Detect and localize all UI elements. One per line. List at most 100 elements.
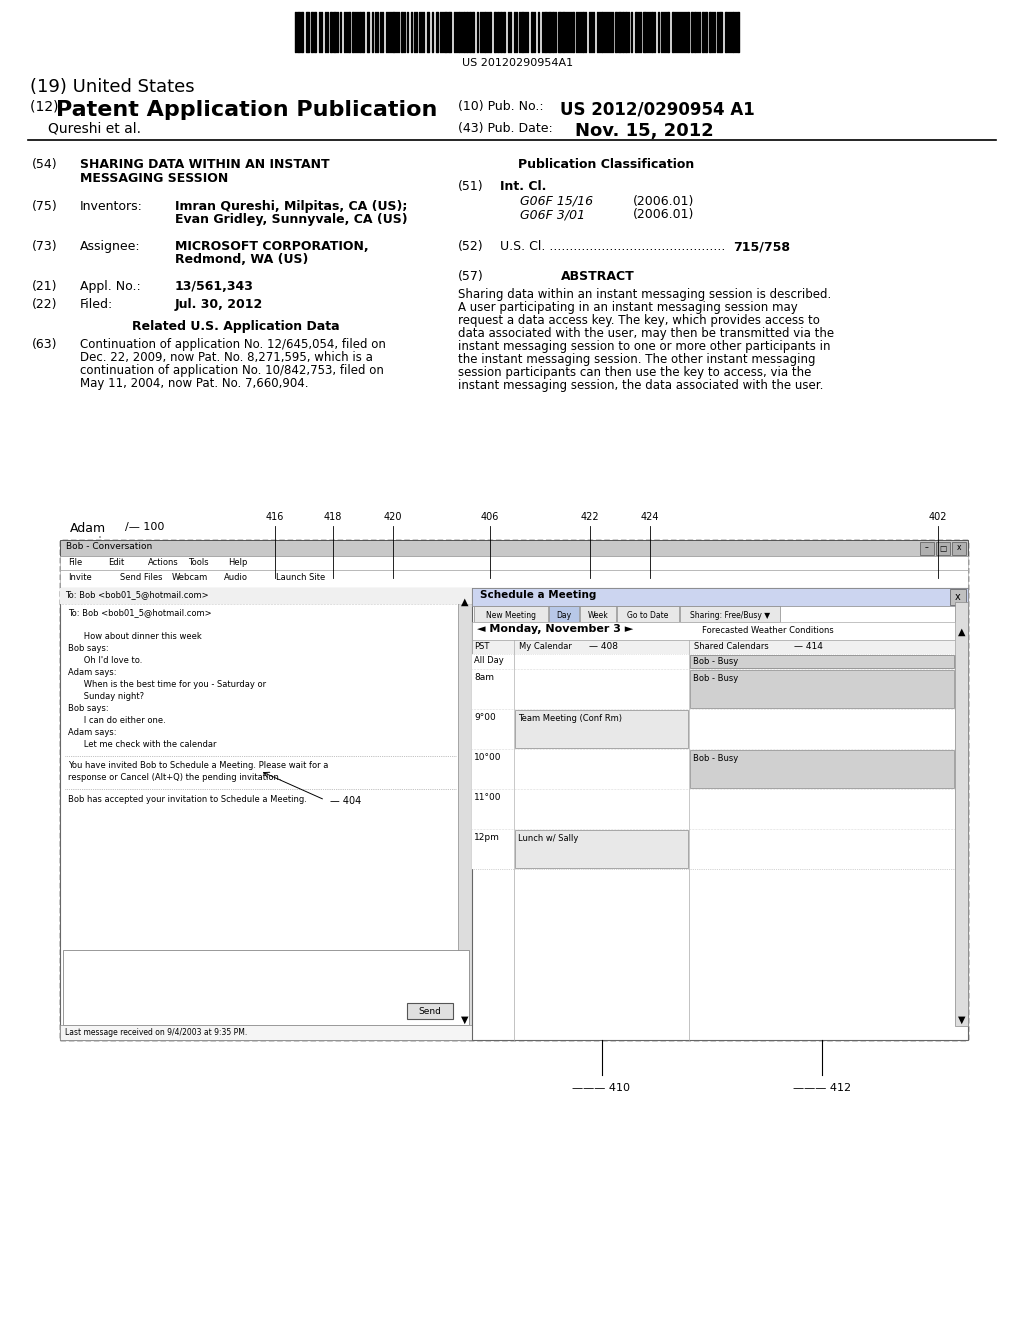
Text: Week: Week xyxy=(588,610,608,619)
Text: (51): (51) xyxy=(458,180,483,193)
Text: (2006.01): (2006.01) xyxy=(633,195,694,209)
Text: Oh I'd love to.: Oh I'd love to. xyxy=(68,656,142,665)
Text: 424: 424 xyxy=(641,512,659,521)
Bar xyxy=(472,587,968,606)
Text: Publication Classification: Publication Classification xyxy=(518,158,694,172)
Bar xyxy=(474,606,548,622)
Bar xyxy=(936,543,950,554)
Text: MESSAGING SESSION: MESSAGING SESSION xyxy=(80,172,228,185)
Text: (54): (54) xyxy=(32,158,57,172)
Bar xyxy=(472,653,955,669)
Text: Inventors:: Inventors: xyxy=(80,201,143,213)
Text: — 404: — 404 xyxy=(330,796,361,807)
Text: ▲: ▲ xyxy=(461,597,469,607)
Text: Bob - Busy: Bob - Busy xyxy=(693,657,738,667)
Text: –: – xyxy=(925,544,929,553)
Text: (63): (63) xyxy=(32,338,57,351)
Text: 8am: 8am xyxy=(474,673,494,682)
Bar xyxy=(472,829,955,869)
Text: Patent Application Publication: Patent Application Publication xyxy=(56,100,437,120)
Text: When is the best time for you - Saturday or: When is the best time for you - Saturday… xyxy=(68,680,266,689)
Text: data associated with the user, may then be transmitted via the: data associated with the user, may then … xyxy=(458,327,835,341)
Text: Adam: Adam xyxy=(70,521,106,535)
Bar xyxy=(472,669,955,709)
Text: x: x xyxy=(955,591,961,602)
Text: Audio: Audio xyxy=(224,573,248,582)
Text: ——— 410: ——— 410 xyxy=(572,1082,631,1093)
Text: Forecasted Weather Conditions: Forecasted Weather Conditions xyxy=(702,626,834,635)
Text: PST: PST xyxy=(474,642,489,651)
Bar xyxy=(690,750,954,788)
Text: Shared Calendars: Shared Calendars xyxy=(694,642,769,651)
Text: Int. Cl.: Int. Cl. xyxy=(500,180,547,193)
Text: Schedule a Meeting: Schedule a Meeting xyxy=(480,590,596,601)
Text: Adam says:: Adam says: xyxy=(68,729,117,737)
Text: (75): (75) xyxy=(32,201,57,213)
Text: (2006.01): (2006.01) xyxy=(633,209,694,220)
Text: Evan Gridley, Sunnyvale, CA (US): Evan Gridley, Sunnyvale, CA (US) xyxy=(175,213,408,226)
Text: 420: 420 xyxy=(384,512,402,521)
Bar xyxy=(952,543,966,554)
Text: 406: 406 xyxy=(481,512,499,521)
Text: To: Bob <bob01_5@hotmail.com>: To: Bob <bob01_5@hotmail.com> xyxy=(68,609,212,616)
Text: Tools: Tools xyxy=(188,558,209,568)
Bar xyxy=(472,622,955,640)
Text: Sharing: Free/Busy ▼: Sharing: Free/Busy ▼ xyxy=(690,610,770,619)
Bar xyxy=(690,655,954,668)
Text: Sunday night?: Sunday night? xyxy=(68,692,144,701)
Text: Go to Date: Go to Date xyxy=(628,610,669,619)
Text: Bob - Conversation: Bob - Conversation xyxy=(66,543,153,550)
Text: 402: 402 xyxy=(929,512,947,521)
Text: ABSTRACT: ABSTRACT xyxy=(561,271,635,282)
Bar xyxy=(515,830,688,869)
Bar xyxy=(60,1026,472,1040)
Bar xyxy=(472,709,955,748)
Text: G06F 15/16: G06F 15/16 xyxy=(520,195,593,209)
Bar xyxy=(920,543,934,554)
Text: Send: Send xyxy=(419,1007,441,1016)
Text: the instant messaging session. The other instant messaging: the instant messaging session. The other… xyxy=(458,352,815,366)
Text: Launch Site: Launch Site xyxy=(276,573,326,582)
Text: Qureshi et al.: Qureshi et al. xyxy=(48,121,141,136)
Bar xyxy=(515,710,688,748)
Text: SHARING DATA WITHIN AN INSTANT: SHARING DATA WITHIN AN INSTANT xyxy=(80,158,330,172)
Text: Invite: Invite xyxy=(68,573,92,582)
Text: Day: Day xyxy=(556,610,571,619)
Text: Let me check with the calendar: Let me check with the calendar xyxy=(68,741,216,748)
Text: (12): (12) xyxy=(30,100,62,114)
Text: Imran Qureshi, Milpitas, CA (US);: Imran Qureshi, Milpitas, CA (US); xyxy=(175,201,408,213)
Text: (21): (21) xyxy=(32,280,57,293)
Bar xyxy=(407,1003,453,1019)
Text: May 11, 2004, now Pat. No. 7,660,904.: May 11, 2004, now Pat. No. 7,660,904. xyxy=(80,378,308,389)
Text: — 414: — 414 xyxy=(794,642,823,651)
Bar xyxy=(690,671,954,708)
Text: Assignee:: Assignee: xyxy=(80,240,140,253)
Text: Bob says:: Bob says: xyxy=(68,644,109,653)
Text: request a data access key. The key, which provides access to: request a data access key. The key, whic… xyxy=(458,314,820,327)
Text: A user participating in an instant messaging session may: A user participating in an instant messa… xyxy=(458,301,798,314)
Text: 715/758: 715/758 xyxy=(733,240,790,253)
Text: Continuation of application No. 12/645,054, filed on: Continuation of application No. 12/645,0… xyxy=(80,338,386,351)
Text: Bob - Busy: Bob - Busy xyxy=(693,754,738,763)
Bar xyxy=(472,640,955,653)
Text: instant messaging session to one or more other participants in: instant messaging session to one or more… xyxy=(458,341,830,352)
Text: ▼: ▼ xyxy=(461,1015,469,1026)
Bar xyxy=(950,589,966,605)
Text: All Day: All Day xyxy=(474,656,504,665)
Text: Webcam: Webcam xyxy=(172,573,208,582)
Text: Lunch w/ Sally: Lunch w/ Sally xyxy=(518,834,579,843)
Text: MICROSOFT CORPORATION,: MICROSOFT CORPORATION, xyxy=(175,240,369,253)
Text: Jul. 30, 2012: Jul. 30, 2012 xyxy=(175,298,263,312)
Text: ▲: ▲ xyxy=(957,627,966,638)
Text: ——— 412: ——— 412 xyxy=(793,1082,851,1093)
Text: 12pm: 12pm xyxy=(474,833,500,842)
Text: G06F 3/01: G06F 3/01 xyxy=(520,209,585,220)
Text: Help: Help xyxy=(228,558,248,568)
Text: US 20120290954A1: US 20120290954A1 xyxy=(462,58,573,69)
Text: (22): (22) xyxy=(32,298,57,312)
Text: 9°00: 9°00 xyxy=(474,713,496,722)
Text: x: x xyxy=(956,544,962,553)
Text: New Meeting: New Meeting xyxy=(486,610,536,619)
Bar xyxy=(60,587,472,605)
Text: □: □ xyxy=(939,544,946,553)
